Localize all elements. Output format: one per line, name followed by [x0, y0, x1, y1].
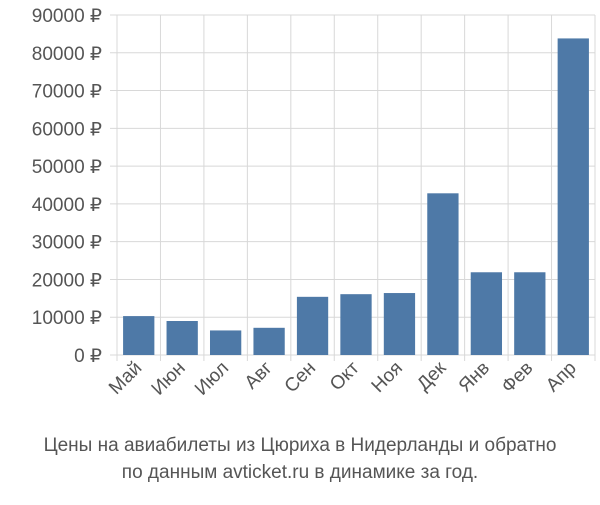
bar-4 [253, 327, 285, 355]
bar-2 [166, 321, 198, 355]
y-tick-label: 10000 ₽ [32, 308, 102, 329]
y-tick-label: 70000 ₽ [32, 82, 102, 103]
bar-6 [340, 294, 372, 355]
y-tick-label: 60000 ₽ [32, 119, 102, 140]
x-tick-label: Окт [326, 357, 364, 395]
chart-title: Цены на авиабилеты из Цюриха в Нидерланд… [43, 435, 557, 456]
x-tick-label: Май [105, 358, 146, 399]
y-tick-label: 0 ₽ [74, 346, 102, 367]
bar-layer [123, 38, 589, 356]
bar-5 [296, 296, 329, 355]
bar-10 [514, 272, 546, 355]
bar-3 [209, 330, 242, 355]
y-tick-label: 40000 ₽ [32, 195, 102, 216]
y-tick-label: 50000 ₽ [32, 157, 102, 178]
x-tick-label: Авг [241, 358, 277, 394]
y-tick-label: 90000 ₽ [32, 6, 102, 27]
bar-11 [557, 38, 589, 356]
bar-8 [427, 193, 459, 355]
x-tick-label: Июн [148, 358, 190, 400]
bar-9 [470, 272, 503, 355]
x-tick-label: Дек [413, 357, 451, 395]
chart-subtitle: по данным avticket.ru в динамике за год. [121, 462, 479, 483]
x-tick-label: Ноя [368, 358, 407, 397]
bar-1 [123, 316, 155, 355]
y-tick-label: 30000 ₽ [32, 233, 102, 254]
y-tick-label: 20000 ₽ [32, 270, 102, 291]
x-tick-label: Апр [542, 358, 581, 397]
x-tick-label: Янв [455, 358, 494, 397]
x-tick-label: Сен [281, 358, 320, 397]
y-tick-label: 80000 ₽ [32, 44, 102, 65]
x-tick-label: Июл [191, 358, 233, 400]
x-tick-label: Фев [498, 358, 538, 398]
bar-7 [383, 293, 416, 355]
